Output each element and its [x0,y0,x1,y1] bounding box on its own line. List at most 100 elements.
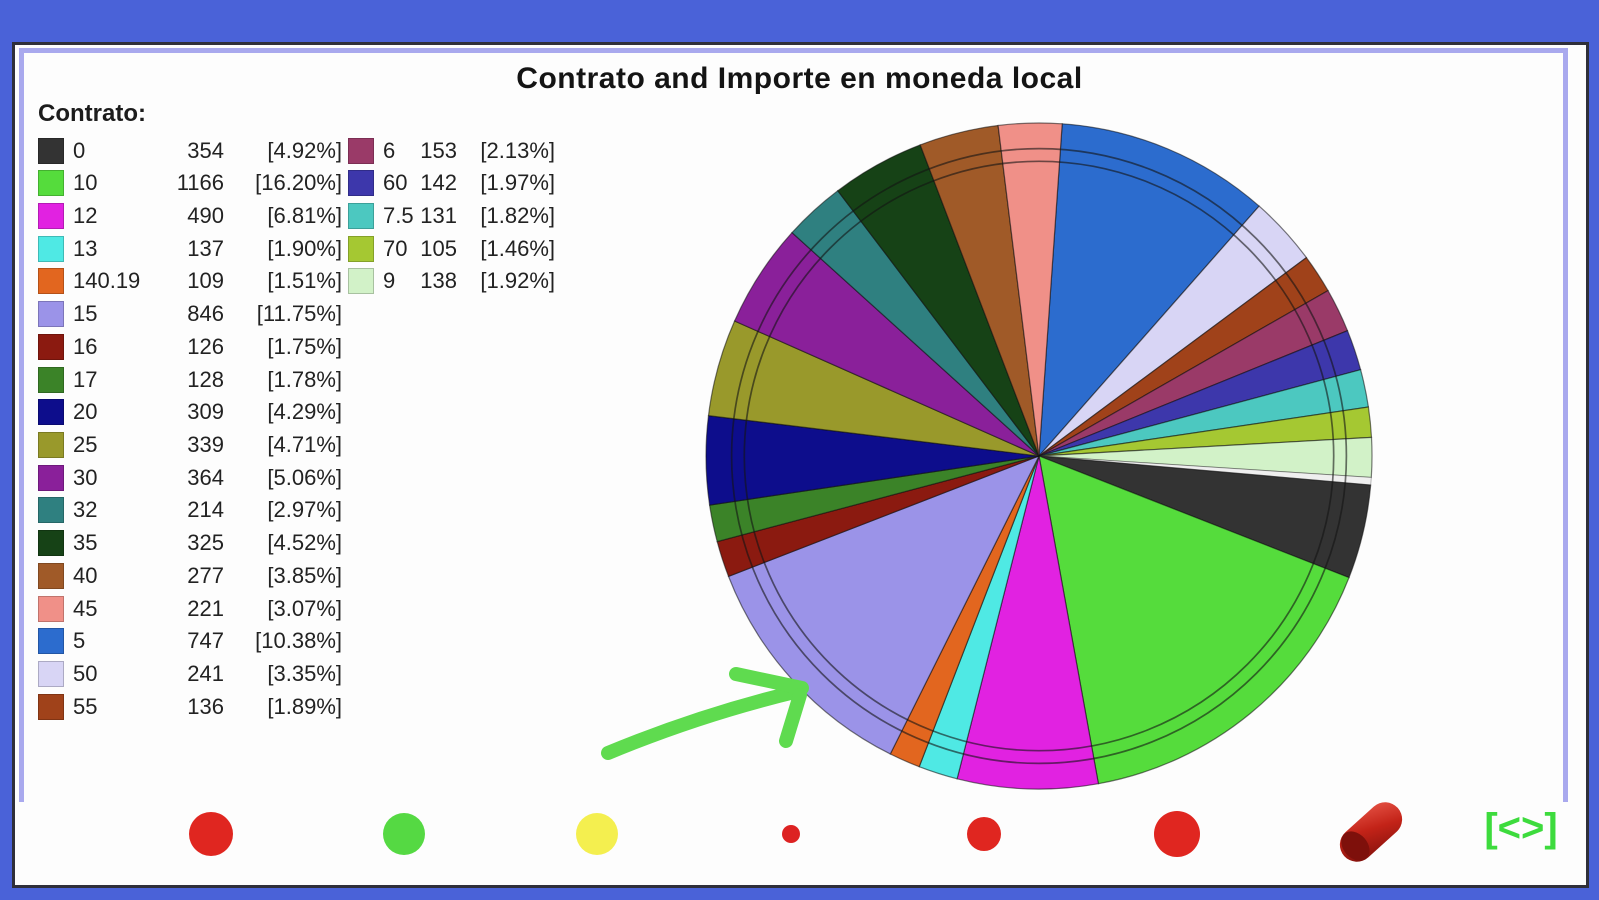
legend-swatch [38,333,64,360]
legend-swatch [38,137,64,164]
legend-label: 55 [73,693,98,719]
legend-swatch [38,399,64,426]
legend-count: 364 [187,464,224,490]
legend-row-30: 30 364 [5.06%] [38,461,342,494]
legend-swatch [348,137,374,164]
eraser-button[interactable] [1333,795,1409,868]
legend-label: 25 [73,431,98,457]
legend-count: 214 [187,497,224,523]
inner-border-left [19,48,24,802]
legend-swatch [38,431,64,458]
legend-pct: [1.78%] [267,366,342,392]
outer-ring [730,147,1348,765]
legend-label: 30 [73,464,98,490]
legend-swatch [38,562,64,589]
legend-swatch [38,170,64,197]
legend-swatch [38,595,64,622]
legend-row-17: 17 128 [1.78%] [38,363,342,396]
legend-count: 325 [187,530,224,556]
legend-pct: [1.90%] [267,235,342,261]
annotation-arrow-barb [729,667,809,695]
legend-swatch [38,235,64,262]
legend-row-9: 9 138 [1.92%] [348,265,555,298]
legend-count: 131 [420,202,457,228]
legend-row-60: 60 142 [1.97%] [348,167,555,200]
legend-swatch [38,301,64,328]
legend-swatch [348,235,374,262]
legend-row-12: 12 490 [6.81%] [38,199,342,232]
pen-red-large-button[interactable] [1154,811,1200,857]
legend-pct: [1.89%] [267,693,342,719]
legend-count: 309 [187,399,224,425]
legend-label: 17 [73,366,98,392]
legend-row-20: 20 309 [4.29%] [38,396,342,429]
legend-swatch [38,497,64,524]
legend-swatch [38,464,64,491]
legend-row-50: 50 241 [3.35%] [38,658,342,691]
pie-slice-5 [1038,123,1260,458]
legend-count: 128 [187,366,224,392]
legend-label: 140.19 [73,268,141,294]
legend-label: 9 [383,268,396,294]
legend-pct: [16.20%] [255,170,342,196]
legend-swatch [38,628,64,655]
pen-red-small-button[interactable] [782,825,800,843]
legend-count: 142 [420,170,457,196]
legend-pct: [1.92%] [480,268,555,294]
legend-pct: [3.85%] [267,562,342,588]
legend-swatch [38,661,64,688]
pen-red-medium-button[interactable] [967,817,1001,851]
legend-pct: [3.07%] [267,595,342,621]
legend-row-13: 13 137 [1.90%] [38,232,342,265]
inner-border-top [19,48,1568,53]
legend-row-55: 55 136 [1.89%] [38,690,342,723]
inner-ring [743,160,1335,752]
legend-swatch [38,202,64,229]
legend-pct: [4.29%] [267,399,342,425]
page-title: Contrato and Importe en moneda local [516,62,1083,95]
legend-row-10: 10 1166 [16.20%] [38,167,342,200]
legend-count: 241 [187,661,224,687]
annotation-arrow-shaft [601,684,806,760]
legend-label: 45 [73,595,98,621]
code-brackets-button[interactable]: [<>] [1484,806,1558,850]
legend-row-16: 16 126 [1.75%] [38,330,342,363]
legend-swatch [348,170,374,197]
legend-count: 1166 [176,170,224,196]
pie-slice-12 [956,455,1100,790]
legend-pct: [1.46%] [480,235,555,261]
legend-row-35: 35 325 [4.52%] [38,527,342,560]
legend-swatch [38,366,64,393]
legend-count: 138 [420,268,457,294]
legend-label: 20 [73,399,98,425]
legend-count: 490 [187,202,224,228]
legend-row-32: 32 214 [2.97%] [38,494,342,527]
legend-label: 5 [73,628,86,654]
legend-swatch [38,530,64,557]
pen-red-button[interactable] [189,812,233,856]
legend-label: 40 [73,562,98,588]
pie-slice-10 [1038,455,1350,785]
legend-count: 339 [187,431,224,457]
legend-label: 16 [73,333,98,359]
legend-swatch [348,202,374,229]
legend-label: 32 [73,497,98,523]
legend-count: 354 [187,137,224,163]
legend-count: 846 [187,301,224,327]
legend-row-140.19: 140.19 109 [1.51%] [38,265,342,298]
legend-label: 50 [73,661,98,687]
legend-pct: [2.13%] [480,137,555,163]
legend-pct: [4.92%] [267,137,342,163]
legend-pct: [11.75%] [256,301,342,327]
legend-pct: [1.97%] [480,170,555,196]
legend-row-7.5: 7.5 131 [1.82%] [348,199,555,232]
pen-yellow-button[interactable] [576,813,618,855]
legend-count: 105 [420,235,457,261]
legend-count: 747 [187,628,224,654]
pen-green-button[interactable] [383,813,425,855]
legend-count: 277 [187,562,224,588]
legend-heading: Contrato: [38,100,146,127]
legend-pct: [4.52%] [267,530,342,556]
legend-pct: [3.35%] [267,661,342,687]
